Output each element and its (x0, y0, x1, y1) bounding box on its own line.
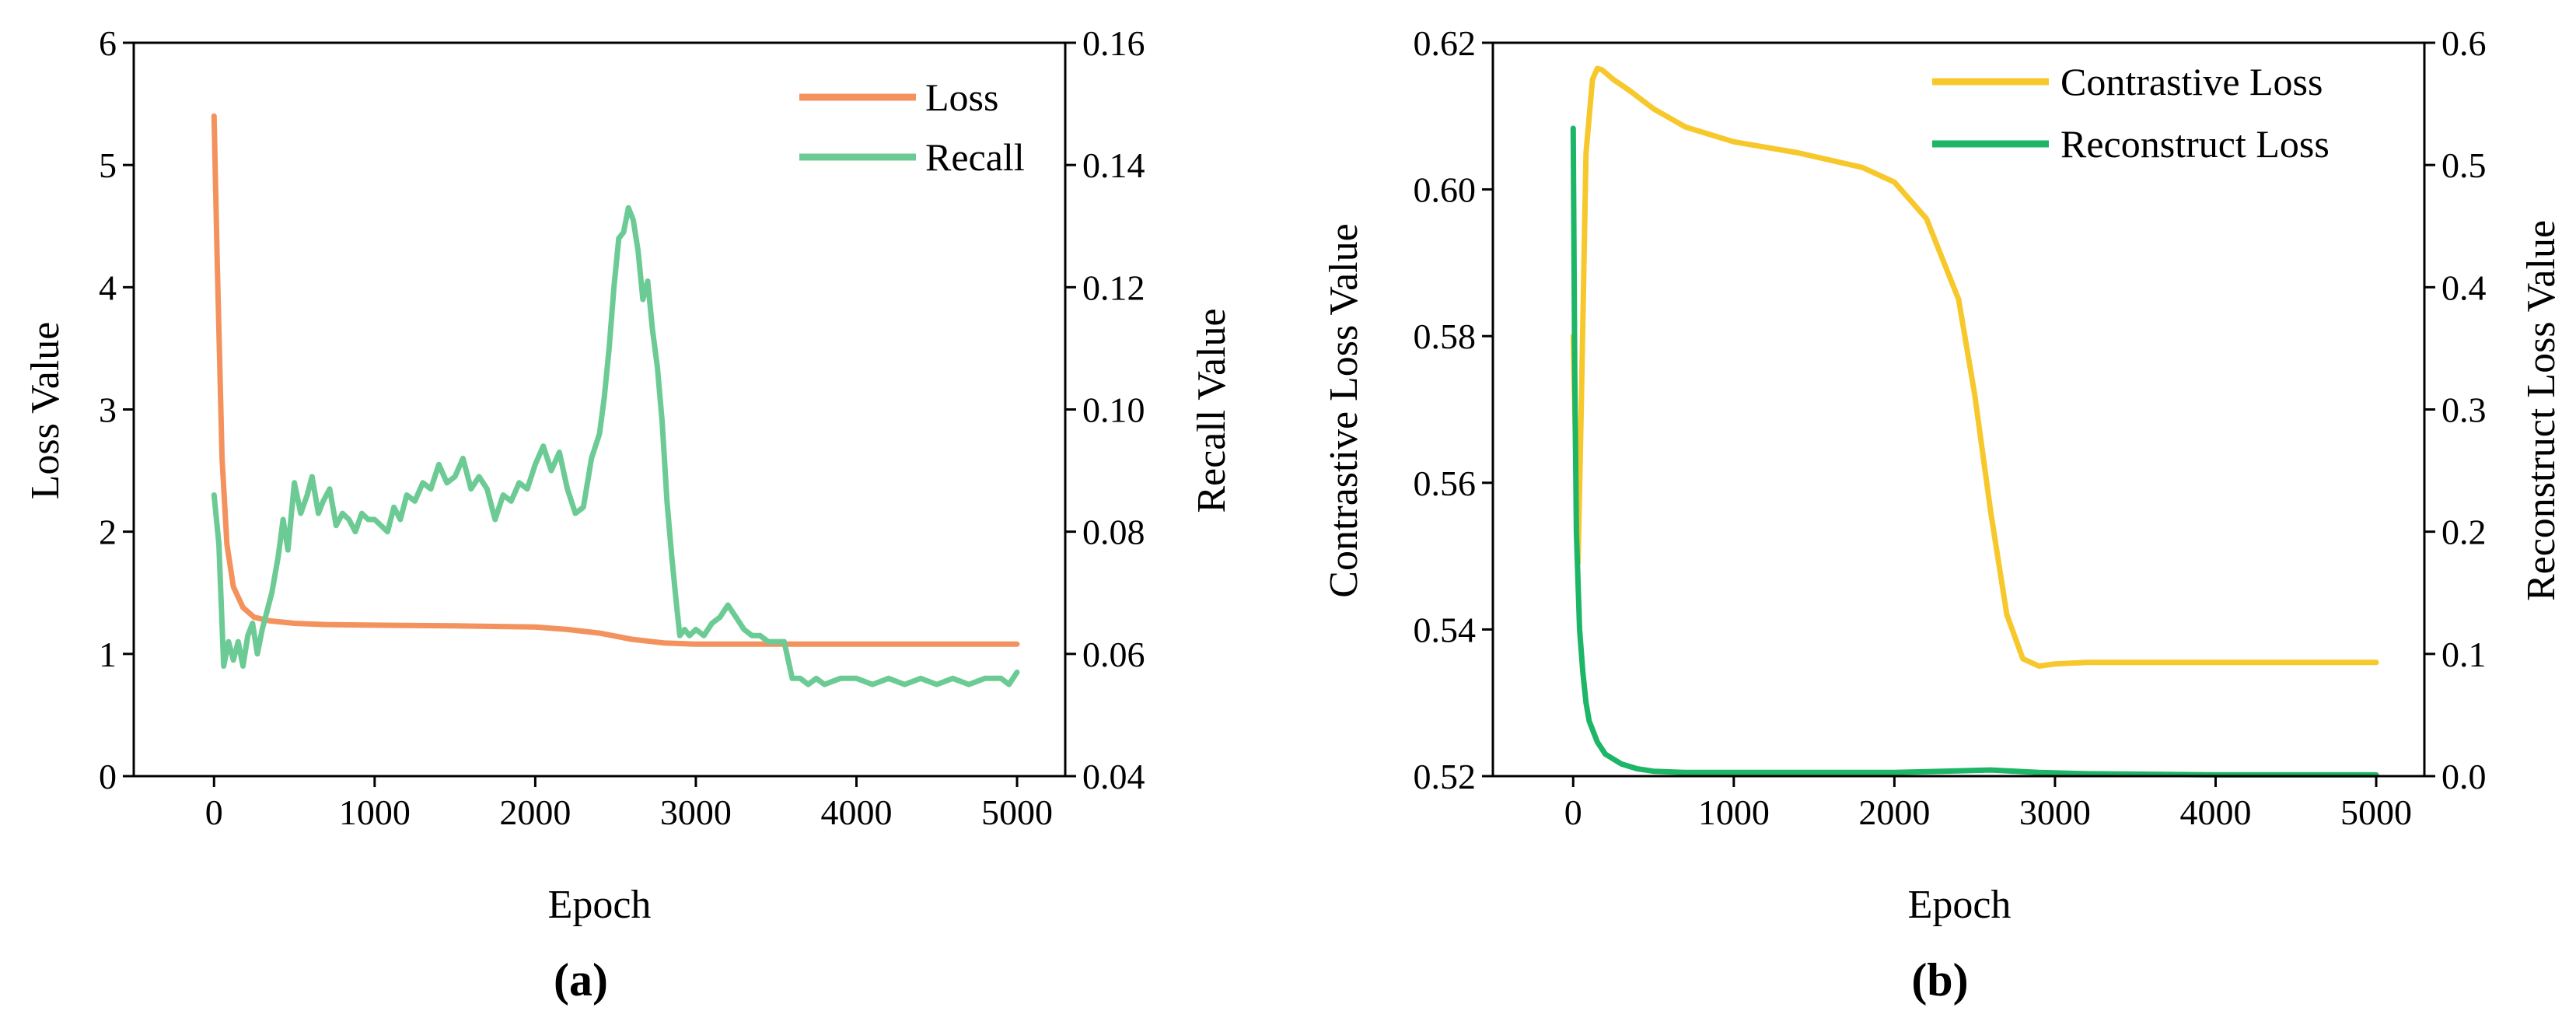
panel-b-label: (b) (1911, 954, 1968, 1006)
y-tick-label: 4 (99, 268, 117, 307)
panel-a-label: (a) (554, 954, 608, 1006)
x-tick-label: 3000 (2019, 792, 2091, 832)
panel-b: 0 1000 2000 3000 4000 5000 0.52 0.54 0.56 0.58 0.6… (1322, 23, 2564, 1006)
y2-tick-label: 0.08 (1082, 512, 1145, 552)
x-tick-label: 0 (205, 792, 223, 832)
y-tick-label: 3 (99, 390, 117, 430)
x-tick-label: 5000 (2340, 792, 2412, 832)
y2-tick-label: 0.10 (1082, 390, 1145, 430)
y-tick-label: 1 (99, 635, 117, 674)
y-tick-label: 0.60 (1414, 170, 1477, 210)
legend-loss-label: Loss (925, 75, 998, 119)
panel-a-y2label: Recall Value (1190, 308, 1234, 512)
legend-contrastive-label: Contrastive Loss (2060, 60, 2323, 103)
series-line-recall (211, 205, 1020, 687)
panel-b-axes: 0 1000 2000 3000 4000 5000 0.52 0.54 0.56 0.58 0.6… (1414, 23, 2487, 832)
y-tick-label: 0.52 (1414, 757, 1477, 796)
x-tick-label: 4000 (2179, 792, 2251, 832)
panel-b-xlabel: Epoch (1908, 883, 2012, 927)
x-tick-label: 2000 (1858, 792, 1930, 832)
y2-tick-label: 0.1 (2441, 635, 2487, 674)
y-tick-label: 0.62 (1414, 23, 1477, 63)
x-tick-label: 1000 (339, 792, 411, 832)
panel-a-axes: 0 1000 2000 3000 4000 5000 0 1 2 3 4 5 6 0.04 0.06 0.08… (99, 23, 1145, 832)
x-tick-label: 4000 (820, 792, 892, 832)
y-tick-label: 0 (99, 757, 117, 796)
x-tick-label: 5000 (981, 792, 1053, 832)
panel-b-ylabel: Contrastive Loss Value (1322, 223, 1366, 597)
y2-tick-label: 0.16 (1082, 23, 1145, 63)
panel-b-plot-area (1570, 65, 2379, 778)
y2-tick-label: 0.3 (2441, 390, 2487, 430)
y2-tick-label: 0.2 (2441, 512, 2487, 552)
y-tick-label: 6 (99, 23, 117, 63)
y2-tick-label: 0.6 (2441, 23, 2487, 63)
y-tick-label: 0.54 (1414, 610, 1477, 649)
y-tick-label: 5 (99, 145, 117, 185)
panel-b-y2label: Reconstruct Loss Value (2519, 220, 2564, 601)
y2-tick-label: 0.06 (1082, 635, 1145, 674)
x-tick-label: 0 (1564, 792, 1582, 832)
panel-a: 0 1000 2000 3000 4000 5000 0 1 2 3 4 5 6 0.04 0.06 0.08… (23, 23, 1234, 1006)
legend-reconstruct-label: Reconstruct Loss (2060, 122, 2330, 166)
legend-recall-label: Recall (925, 135, 1025, 179)
y-tick-label: 0.56 (1414, 464, 1477, 503)
series-line-contrastive-loss (1570, 65, 2379, 669)
x-tick-label: 1000 (1698, 792, 1770, 832)
x-tick-label: 2000 (499, 792, 571, 832)
y2-tick-label: 0.04 (1082, 757, 1145, 796)
y2-tick-label: 0.12 (1082, 268, 1145, 307)
y2-tick-label: 0.4 (2441, 268, 2487, 307)
panel-a-ylabel: Loss Value (23, 322, 68, 500)
series-line-loss (211, 113, 1020, 647)
y-tick-label: 2 (99, 512, 117, 552)
series-line-reconstruct-loss (1570, 125, 2379, 778)
x-tick-label: 3000 (660, 792, 732, 832)
panel-a-plot-area (211, 113, 1020, 687)
panel-b-legend: Contrastive Loss Reconstruct Loss (1932, 60, 2330, 166)
y-tick-label: 0.58 (1414, 317, 1477, 356)
panel-a-legend: Loss Recall (799, 75, 1025, 179)
y2-tick-label: 0.0 (2441, 757, 2487, 796)
y2-tick-label: 0.5 (2441, 145, 2487, 185)
panel-a-xlabel: Epoch (548, 883, 652, 927)
y2-tick-label: 0.14 (1082, 145, 1145, 185)
